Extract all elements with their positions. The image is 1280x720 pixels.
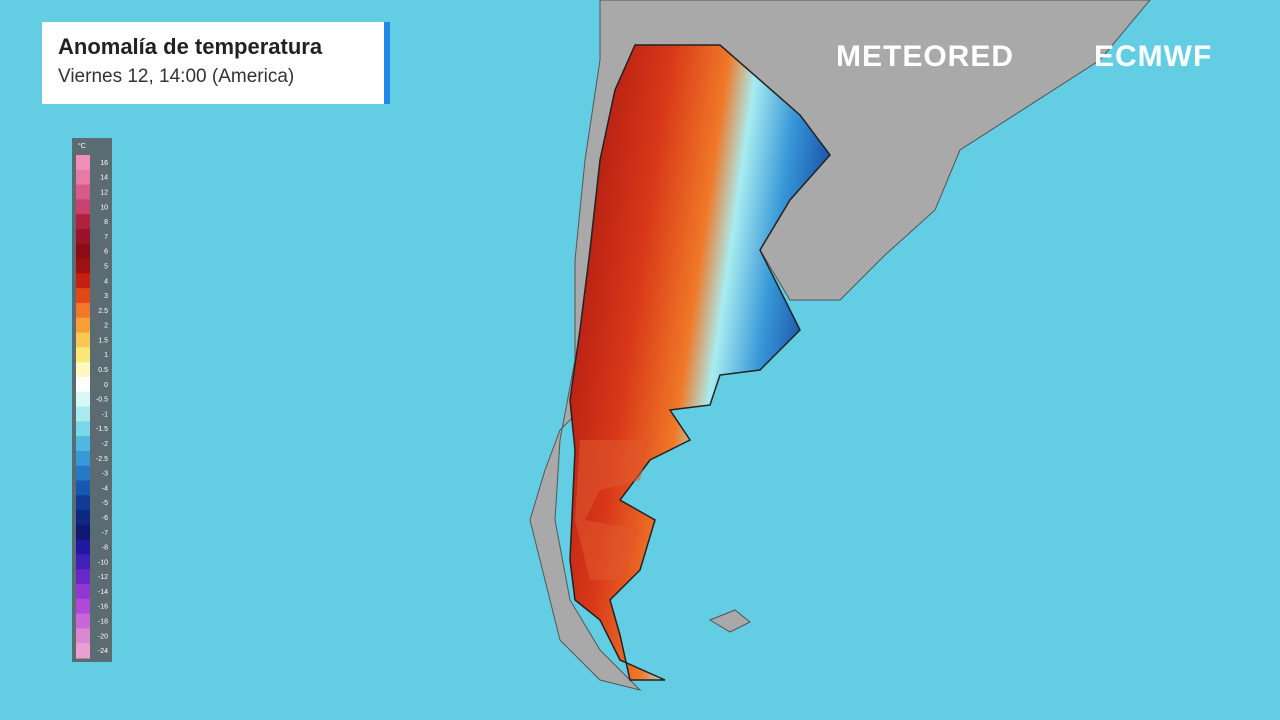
argentina-south-warm <box>575 440 650 580</box>
ecmwf-logo: ECMWF <box>1094 40 1213 73</box>
argentina <box>569 44 831 681</box>
subtitle: Viernes 12, 14:00 (America) <box>58 66 295 87</box>
meteored-logo: METEORED <box>836 40 1015 73</box>
title: Anomalía de temperatura <box>58 34 323 59</box>
title-box: Anomalía de temperatura Viernes 12, 14:0… <box>42 22 390 104</box>
islands <box>708 609 751 633</box>
